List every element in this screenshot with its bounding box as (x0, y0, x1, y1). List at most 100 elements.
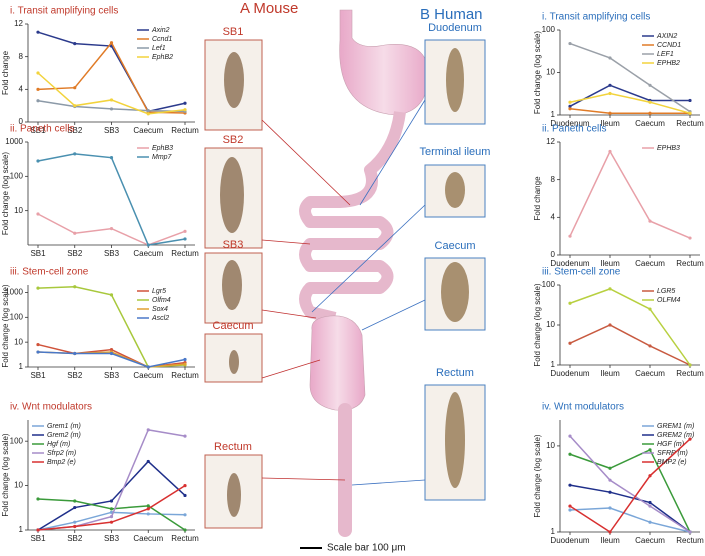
y-tick-label: 100 (542, 280, 556, 289)
panel-a-label: A Mouse (240, 0, 298, 17)
point (648, 520, 652, 524)
point (36, 350, 40, 354)
point (109, 499, 114, 503)
x-tick-label: Rectum (676, 369, 704, 378)
x-tick-label: Ileum (600, 259, 620, 268)
y-axis-label: Fold change (log scale) (1, 433, 10, 516)
x-tick-label: Rectum (676, 119, 704, 128)
y-axis-label: Fold change (log scale) (533, 31, 542, 114)
x-tick-label: Caecum (133, 126, 163, 135)
point (73, 42, 77, 46)
series-line (569, 484, 691, 533)
x-tick-label: SB2 (67, 126, 83, 135)
gut-diagram (299, 9, 429, 537)
point (109, 227, 114, 231)
point (568, 508, 572, 512)
x-tick-label: Ileum (600, 536, 620, 545)
x-tick-label: Caecum (635, 536, 665, 545)
y-tick-label: 100 (10, 436, 24, 445)
point (608, 91, 612, 96)
point (36, 71, 40, 75)
series-line (569, 435, 691, 533)
series-line (569, 149, 691, 239)
point (146, 504, 150, 508)
human-sample-label: Duodenum (428, 22, 482, 34)
legend-label: AXIN2 (656, 33, 677, 40)
scale-bar-label: Scale bar 100 μm (327, 543, 406, 554)
point (109, 507, 114, 511)
legend-label: GREM1 (m) (657, 423, 694, 430)
legend-label: SFRP (m) (657, 450, 688, 457)
point (183, 101, 187, 105)
point (183, 357, 187, 362)
x-tick-label: SB2 (67, 534, 83, 543)
legend-label: Bmp2 (e) (47, 459, 76, 466)
mouse-sample-label: Rectum (214, 441, 252, 453)
x-tick-label: Caecum (133, 534, 163, 543)
y-axis-label: Fold change (533, 176, 542, 221)
human-sample-label: Terminal ileum (420, 146, 491, 158)
x-tick-label: Caecum (133, 249, 163, 258)
mouse-sample-label: SB2 (223, 134, 244, 146)
x-tick-label: Caecum (635, 369, 665, 378)
y-tick-label: 10 (546, 320, 555, 329)
panel-b-label: B Human (420, 6, 483, 23)
point (183, 108, 187, 112)
point (109, 515, 114, 519)
y-tick-label: 100 (10, 171, 24, 180)
legend-label: EPHB2 (657, 60, 680, 67)
point (73, 505, 77, 510)
legend-label: LGR5 (657, 288, 675, 295)
y-axis-label: Fold change (log scale) (1, 152, 10, 235)
point (568, 504, 572, 508)
point (36, 30, 40, 34)
y-tick-label: 100 (10, 312, 24, 321)
x-tick-label: SB3 (104, 534, 120, 543)
point (608, 530, 612, 534)
chart-title: i. Transit amplifying cells (10, 6, 118, 17)
point (608, 149, 612, 154)
series-line (37, 153, 186, 246)
point (688, 437, 692, 441)
point (608, 506, 612, 510)
legend-label: EPHB3 (657, 145, 680, 152)
mouse-tissue (220, 52, 244, 517)
point (608, 111, 612, 115)
point (608, 323, 612, 327)
mouse-arrows (261, 119, 351, 481)
point (36, 87, 40, 91)
point (568, 483, 572, 487)
x-tick-label: Rectum (171, 249, 199, 258)
point (146, 428, 150, 432)
point (568, 41, 572, 46)
legend-label: Sox4 (152, 306, 168, 313)
legend-label: OLFM4 (657, 297, 680, 304)
point (36, 212, 40, 216)
legend-label: GREM2 (m) (657, 432, 694, 439)
y-tick-label: 1 (19, 362, 24, 371)
mouse-sample-label: SB3 (223, 239, 244, 251)
point (109, 156, 114, 160)
chart-title: i. Transit amplifying cells (542, 12, 650, 23)
y-tick-label: 0 (19, 117, 24, 126)
point (688, 111, 692, 115)
point (183, 434, 187, 438)
y-tick-label: 12 (14, 19, 23, 28)
legend-label: Grem2 (m) (47, 432, 81, 439)
point (146, 512, 150, 516)
y-tick-label: 0 (551, 250, 556, 259)
point (73, 285, 77, 289)
x-tick-label: Rectum (171, 534, 199, 543)
chart-title: iii. Stem-cell zone (10, 267, 89, 278)
chart-title: iv. Wnt modulators (542, 402, 624, 413)
series-line (569, 84, 690, 107)
x-tick-label: Duodenum (550, 536, 589, 545)
x-tick-label: Rectum (171, 371, 199, 380)
point (608, 83, 612, 87)
chart-title: iv. Wnt modulators (10, 402, 92, 413)
series-line (569, 324, 691, 366)
point (568, 341, 572, 345)
human-sample-label: Caecum (435, 240, 476, 252)
point (73, 499, 77, 503)
y-tick-label: 1000 (5, 288, 23, 297)
